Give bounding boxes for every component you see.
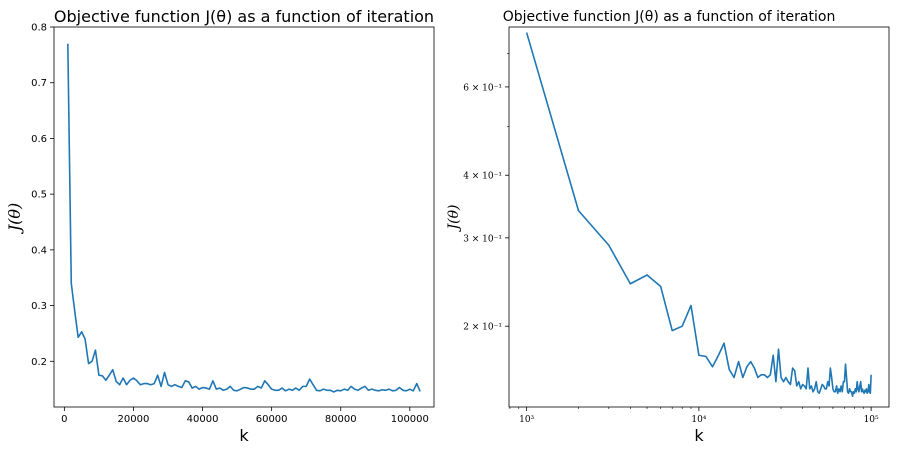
y-tick-label: 6 × 10⁻¹ — [463, 83, 502, 93]
x-tick-label: 20000 — [118, 414, 150, 425]
left-series-line — [67, 43, 421, 393]
left-y-axis-label: J(θ) — [5, 203, 24, 235]
left-chart-title: Objective function J(θ) as a function of… — [54, 7, 434, 26]
y-tick-label: 4 × 10⁻¹ — [463, 172, 502, 182]
y-tick-label: 0.8 — [31, 23, 47, 34]
x-tick-label: 80000 — [325, 414, 357, 425]
y-tick-label: 2 × 10⁻¹ — [463, 323, 502, 333]
x-tick-label: 100000 — [391, 414, 429, 425]
y-tick-label: 3 × 10⁻¹ — [463, 234, 502, 244]
y-tick-label: 0.5 — [31, 190, 47, 201]
x-tick-label: 10³ — [519, 415, 534, 425]
x-tick-label: 60000 — [256, 414, 288, 425]
left-plot-frame — [53, 26, 435, 408]
right-x-axis-label: k — [694, 426, 704, 445]
right-x-axis: 10³ 10⁴ 10⁵ — [509, 407, 879, 425]
left-x-axis: 0 20000 40000 60000 80000 100000 — [61, 407, 429, 425]
right-series-line — [525, 32, 872, 398]
right-chart-title: Objective function J(θ) as a function of… — [503, 9, 836, 25]
x-tick-label: 10⁵ — [864, 415, 879, 425]
right-y-axis: 2 × 10⁻¹ 3 × 10⁻¹ 4 × 10⁻¹ 6 × 10⁻¹ — [463, 53, 509, 333]
y-tick-label: 0.4 — [31, 245, 47, 256]
y-tick-label: 0.2 — [31, 357, 47, 368]
y-tick-label: 0.3 — [31, 301, 47, 312]
right-plot-frame — [508, 26, 890, 408]
y-tick-label: 0.6 — [31, 134, 47, 145]
right-subplot: Objective function J(θ) as a function of… — [446, 9, 890, 445]
y-tick-label: 0.7 — [31, 78, 47, 89]
left-x-axis-label: k — [239, 426, 249, 445]
x-tick-label: 0 — [61, 414, 67, 425]
x-tick-label: 10⁴ — [691, 415, 706, 425]
left-subplot: Objective function J(θ) as a function of… — [5, 7, 435, 445]
right-y-axis-label: J(θ) — [446, 205, 462, 233]
left-y-axis: 0.2 0.3 0.4 0.5 0.6 0.7 0.8 — [31, 23, 54, 368]
x-tick-label: 40000 — [187, 414, 219, 425]
